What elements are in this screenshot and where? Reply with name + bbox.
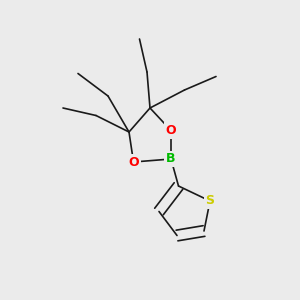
Text: O: O bbox=[166, 124, 176, 137]
Text: O: O bbox=[128, 155, 139, 169]
Text: B: B bbox=[166, 152, 176, 166]
Text: S: S bbox=[206, 194, 214, 208]
